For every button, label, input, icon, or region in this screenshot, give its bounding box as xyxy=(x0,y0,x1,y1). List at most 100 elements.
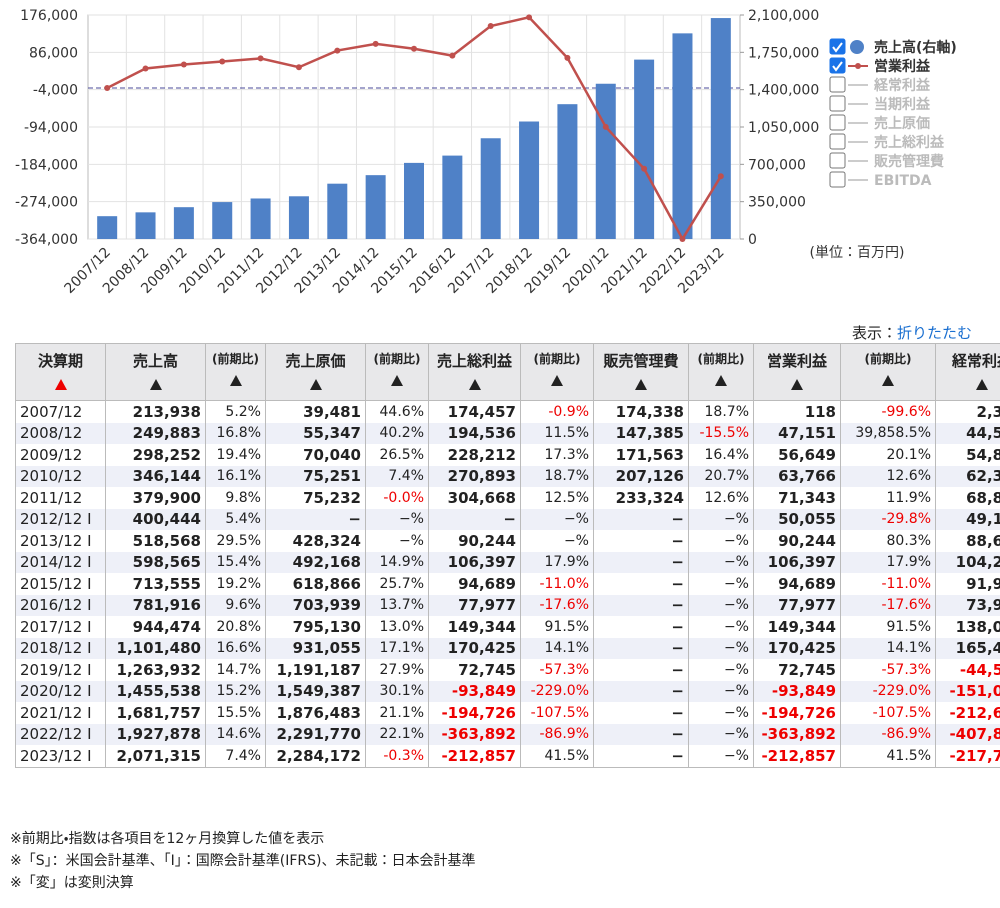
legend-checkbox[interactable] xyxy=(829,133,846,150)
line-point xyxy=(526,14,533,21)
table-cell: −% xyxy=(520,508,594,530)
table-cell: 13.7% xyxy=(365,594,429,616)
table-cell: 91,987 xyxy=(935,573,1000,595)
table-cell: -93,849 xyxy=(753,680,841,702)
line-point xyxy=(372,40,379,47)
bar xyxy=(327,183,348,239)
table-cell: 1,191,187 xyxy=(265,659,366,681)
table-cell: 171,563 xyxy=(593,444,689,466)
table-cell: 249,883 xyxy=(105,422,206,444)
table-cell: 50,055 xyxy=(753,508,841,530)
y2-tick-label: 1,750,000 xyxy=(748,45,819,61)
table-cell: 72,745 xyxy=(428,659,521,681)
table-cell: 2013/12 I xyxy=(15,530,106,552)
table-wrap: 決算期 売上高 (前期比) 売上原価 (前期比) 売上総利益 (前期比) 販売管理費 (前期比)… xyxy=(15,343,1000,768)
table-cell: 2022/12 I xyxy=(15,723,106,745)
table-cell: 2007/12 xyxy=(15,400,106,423)
column-header[interactable]: 売上高 xyxy=(105,343,206,401)
table-cell: 304,668 xyxy=(428,487,521,509)
table-cell: −% xyxy=(688,594,754,616)
legend-checkbox[interactable] xyxy=(829,57,846,74)
table-cell: -407,894 xyxy=(935,723,1000,745)
column-header[interactable]: 決算期 xyxy=(15,343,106,401)
sort-arrow xyxy=(791,379,803,390)
table-cell: 18.7% xyxy=(520,465,594,487)
table-cell: 2016/12 I xyxy=(15,594,106,616)
table-cell: 17.1% xyxy=(365,637,429,659)
legend-checkbox[interactable] xyxy=(829,114,846,131)
table-cell: 2,284,172 xyxy=(265,745,366,768)
table-cell: 14.1% xyxy=(840,637,936,659)
table-cell: -11.0% xyxy=(520,573,594,595)
table-row: 2010/12 346,144 16.1% 75,251 7.4% 270,893 18.7… xyxy=(15,465,1000,487)
column-header[interactable]: (前期比) xyxy=(365,343,429,401)
column-header[interactable]: 販売管理費 xyxy=(593,343,689,401)
table-cell: 77,977 xyxy=(753,594,841,616)
column-header[interactable]: (前期比) xyxy=(520,343,594,401)
legend-checkbox[interactable] xyxy=(829,152,846,169)
column-header[interactable]: 営業利益 xyxy=(753,343,841,401)
table-row: 2007/12 213,938 5.2% 39,481 44.6% 174,457 -0.9… xyxy=(15,400,1000,423)
bar xyxy=(173,207,194,239)
table-row: 2012/12 I 400,444 5.4% − −% − −% − −% 50,055 -29.8… xyxy=(15,508,1000,530)
table-cell: 1,101,480 xyxy=(105,637,206,659)
checkbox xyxy=(829,57,846,74)
table-cell: 106,397 xyxy=(428,551,521,573)
header-text: 営業利益 xyxy=(766,352,827,370)
column-header[interactable]: 売上総利益 xyxy=(428,343,521,401)
table-cell: − xyxy=(593,723,689,745)
table-cell: 26.5% xyxy=(365,444,429,466)
line-point xyxy=(411,45,417,52)
table-cell: 47,151 xyxy=(753,422,841,444)
legend-icon xyxy=(855,63,861,69)
table-cell: 2,291,770 xyxy=(265,723,366,745)
table-cell: 233,324 xyxy=(593,487,689,509)
table-cell: − xyxy=(593,616,689,638)
table-cell: −% xyxy=(688,637,754,659)
table-cell: −% xyxy=(688,680,754,702)
column-header[interactable]: (前期比) xyxy=(840,343,936,401)
checkbox xyxy=(829,76,846,93)
table-cell: 75,251 xyxy=(265,465,366,487)
legend-checkbox[interactable] xyxy=(829,171,846,188)
table-cell: 2011/12 xyxy=(15,487,106,509)
table-row: 2020/12 I 1,455,538 15.2% 1,549,387 30.1% -93… xyxy=(15,680,1000,702)
table-cell: 77,977 xyxy=(428,594,521,616)
table-cell: − xyxy=(593,594,689,616)
collapse-link[interactable]: 折りたたむ xyxy=(896,324,972,342)
table-cell: 94,689 xyxy=(428,573,521,595)
table-cell: − xyxy=(593,530,689,552)
column-header[interactable]: 経常利益 xyxy=(935,343,1000,401)
table-cell: 20.8% xyxy=(205,616,266,638)
table-cell: -107.5% xyxy=(840,702,936,724)
table-cell: 44,531 xyxy=(935,422,1000,444)
bar xyxy=(519,121,540,239)
table-cell: − xyxy=(593,637,689,659)
table-cell: 14.6% xyxy=(205,723,266,745)
legend-checkbox[interactable] xyxy=(829,76,846,93)
table-cell: − xyxy=(593,702,689,724)
table-cell: 17.9% xyxy=(520,551,594,573)
table-cell: 428,324 xyxy=(265,530,366,552)
sort-arrow xyxy=(229,375,242,386)
table-cell: 1,927,878 xyxy=(105,723,206,745)
legend-checkbox[interactable] xyxy=(829,38,846,55)
table-cell: 618,866 xyxy=(265,573,366,595)
table-cell: 15.5% xyxy=(205,702,266,724)
table-cell: −% xyxy=(688,723,754,745)
legend-checkbox[interactable] xyxy=(829,95,846,112)
column-header[interactable]: (前期比) xyxy=(688,343,754,401)
line-point xyxy=(295,64,302,71)
line-point xyxy=(679,235,686,242)
checkbox xyxy=(829,171,846,188)
table-cell: 20.1% xyxy=(840,444,936,466)
table-cell: 30.1% xyxy=(365,680,429,702)
table-cell: 16.1% xyxy=(205,465,266,487)
column-header[interactable]: 売上原価 xyxy=(265,343,366,401)
column-header[interactable]: (前期比) xyxy=(205,343,266,401)
table-cell: 2014/12 I xyxy=(15,551,106,573)
table-cell: 15.2% xyxy=(205,680,266,702)
checkbox xyxy=(829,38,846,55)
header-text: (前期比) xyxy=(373,352,421,366)
table-cell: 1,876,483 xyxy=(265,702,366,724)
